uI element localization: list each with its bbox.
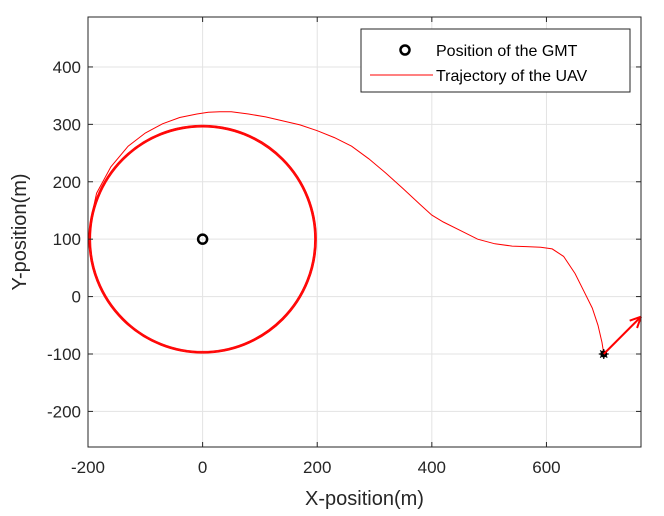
uav-heading-arrow-head	[636, 316, 642, 329]
x-tick-label: -200	[71, 458, 105, 477]
x-tick-label: 400	[418, 458, 446, 477]
trajectory-layer	[89, 111, 605, 355]
axis-ticks: -200 0 200 400 600 -200 -100 0 100 200 300 400	[47, 17, 641, 477]
legend-gmt-label: Position of the GMT	[436, 43, 578, 60]
y-tick-label: 0	[72, 288, 81, 307]
legend-uav-label: Trajectory of the UAV	[436, 68, 587, 85]
x-axis-label: X-position(m)	[305, 488, 424, 510]
gmt-position-marker	[196, 233, 209, 245]
y-axis-label: Y-position(m)	[9, 173, 31, 290]
marker-layer	[196, 233, 642, 359]
uav-trajectory-approach	[89, 111, 605, 355]
grid-lines	[87, 17, 641, 447]
legend: Position of the GMT Trajectory of the UA…	[360, 28, 631, 93]
legend-gmt-marker	[399, 44, 411, 56]
uav-heading-arrow-head	[629, 315, 642, 322]
plot-border	[87, 16, 642, 448]
y-tick-label: 200	[53, 173, 81, 192]
x-tick-label: 0	[198, 458, 207, 477]
y-tick-label: 300	[53, 115, 81, 134]
uav-heading-arrow-shaft	[603, 315, 642, 355]
y-tick-label: -100	[47, 345, 81, 364]
y-tick-label: 100	[53, 230, 81, 249]
y-tick-label: 400	[53, 58, 81, 77]
x-tick-label: 200	[303, 458, 331, 477]
y-tick-label: -200	[47, 402, 81, 421]
legend-box	[360, 28, 631, 93]
x-tick-label: 600	[532, 458, 560, 477]
